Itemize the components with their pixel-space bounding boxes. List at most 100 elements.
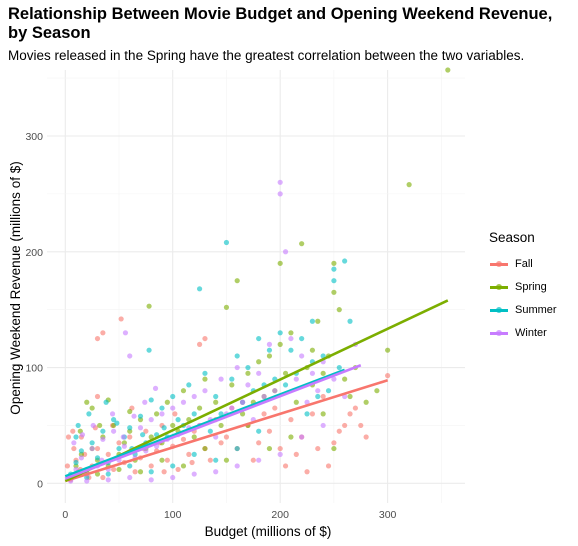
point-spring <box>266 445 273 452</box>
point-spring <box>293 399 299 405</box>
point-fall <box>196 341 203 347</box>
point-winter <box>282 249 289 255</box>
point-summer <box>89 440 95 446</box>
point-fall <box>272 405 278 411</box>
point-spring <box>309 347 316 353</box>
point-winter <box>121 443 127 449</box>
point-summer <box>347 318 353 324</box>
point-winter <box>320 422 326 429</box>
point-spring <box>116 466 122 473</box>
point-spring <box>218 422 224 429</box>
point-summer <box>75 422 81 429</box>
point-spring <box>406 182 412 188</box>
trend-lines <box>64 299 449 483</box>
point-fall <box>71 445 77 452</box>
point-summer <box>161 425 167 431</box>
point-summer <box>86 411 92 417</box>
point-summer <box>191 451 197 457</box>
point-fall <box>143 428 149 434</box>
point-spring <box>342 376 348 382</box>
point-summer <box>288 347 294 353</box>
point-spring <box>164 399 170 405</box>
legend: Season Fall Spring Summer Winter <box>487 230 557 344</box>
point-spring <box>94 471 101 477</box>
point-summer <box>114 420 120 426</box>
y-axis-label: Opening Weekend Revenue (millions of $) <box>8 161 23 414</box>
point-summer <box>186 382 192 388</box>
point-fall <box>288 417 294 423</box>
point-fall <box>94 445 101 452</box>
point-fall <box>100 474 106 481</box>
point-winter <box>191 471 197 477</box>
point-fall <box>111 466 117 473</box>
point-fall <box>175 466 181 473</box>
point-summer <box>191 411 197 417</box>
point-summer <box>315 393 321 400</box>
point-fall <box>94 393 101 400</box>
point-fall <box>358 422 364 429</box>
point-winter <box>148 417 154 423</box>
legend-label: Winter <box>515 326 547 339</box>
point-spring <box>277 341 283 347</box>
point-fall <box>336 428 342 434</box>
point-summer <box>94 455 101 461</box>
point-winter <box>71 440 77 446</box>
point-fall <box>116 440 122 446</box>
point-fall <box>309 411 316 417</box>
point-fall <box>64 463 71 469</box>
point-fall <box>100 330 106 336</box>
point-spring <box>180 463 187 469</box>
point-fall <box>315 445 321 452</box>
point-winter <box>170 474 176 481</box>
legend-item-winter: Winter <box>487 321 557 344</box>
point-summer <box>325 388 332 394</box>
point-winter <box>142 399 148 405</box>
point-summer <box>277 330 283 336</box>
chart-title: Relationship Between Movie Budget and Op… <box>8 5 553 42</box>
point-fall <box>331 440 337 446</box>
point-fall <box>293 451 299 457</box>
y-tick-label: 200 <box>25 247 43 259</box>
legend-title: Season <box>489 230 535 245</box>
legend-item-fall: Fall <box>487 252 557 275</box>
point-summer <box>223 239 230 246</box>
point-spring <box>331 289 337 295</box>
point-fall <box>207 457 213 463</box>
point-spring <box>320 370 326 376</box>
point-spring <box>137 469 144 475</box>
point-fall <box>363 434 369 440</box>
point-spring <box>331 260 337 266</box>
point-winter <box>218 376 224 382</box>
point-summer <box>148 469 154 475</box>
point-winter <box>90 422 96 429</box>
point-winter <box>100 436 106 442</box>
point-fall <box>161 469 167 475</box>
point-fall <box>94 335 101 342</box>
point-summer <box>266 347 273 353</box>
legend-dot <box>496 283 502 290</box>
point-summer <box>234 353 240 359</box>
point-spring <box>89 405 95 411</box>
point-winter <box>261 393 267 400</box>
point-winter <box>213 469 219 475</box>
y-axis-ticks: 0 100 200 300 <box>25 131 43 490</box>
point-spring <box>277 260 283 266</box>
point-summer <box>245 364 251 371</box>
point-summer <box>336 364 342 371</box>
point-summer <box>140 432 146 438</box>
point-spring <box>84 399 90 405</box>
point-summer <box>299 335 305 342</box>
point-spring <box>223 457 230 463</box>
legend-key <box>487 303 509 317</box>
point-winter <box>239 399 246 405</box>
point-spring <box>127 408 133 415</box>
point-summer <box>342 258 348 264</box>
point-summer <box>116 445 122 452</box>
point-winter <box>277 451 283 457</box>
point-winter <box>89 445 95 452</box>
point-fall <box>70 428 76 434</box>
point-summer <box>170 463 176 469</box>
point-winter <box>288 335 294 342</box>
legend-label: Spring <box>515 280 547 293</box>
point-winter <box>152 385 159 391</box>
